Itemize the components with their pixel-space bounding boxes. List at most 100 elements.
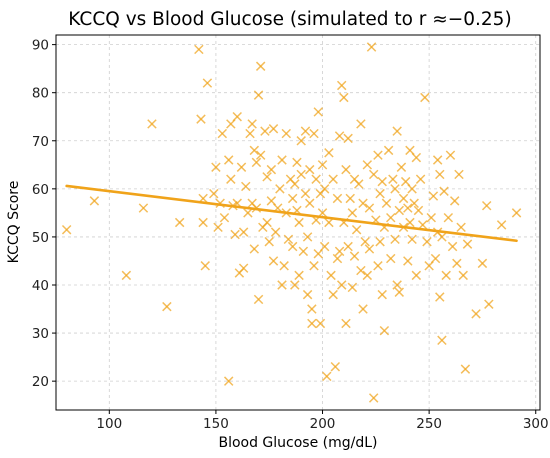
data-point [484, 299, 494, 309]
data-point [435, 169, 445, 180]
data-point [381, 198, 392, 208]
data-point [392, 126, 402, 136]
y-tick-label: 40 [32, 278, 49, 294]
x-tick-label: 200 [310, 416, 336, 432]
data-point [268, 256, 279, 266]
data-point [277, 155, 287, 165]
data-point [61, 224, 72, 235]
data-point [255, 61, 266, 71]
data-point [253, 90, 264, 100]
data-point [415, 174, 426, 184]
data-point [281, 128, 292, 139]
data-point [377, 289, 387, 300]
data-point [362, 270, 373, 281]
data-point [319, 184, 330, 194]
data-point [260, 126, 270, 136]
data-point [373, 261, 383, 271]
data-point [251, 203, 262, 213]
data-points [61, 42, 522, 403]
data-point [217, 128, 228, 139]
data-point [238, 227, 249, 237]
data-point [307, 318, 317, 329]
data-point [437, 232, 447, 242]
data-point [236, 162, 247, 172]
data-point [443, 212, 454, 223]
trend-line-layer [65, 184, 518, 243]
data-point [281, 208, 292, 218]
x-axis-label: Blood Glucose (mg/dL) [218, 435, 377, 451]
plot-area-frame [55, 34, 541, 411]
data-point [341, 318, 351, 329]
data-point [432, 155, 443, 165]
data-point [298, 246, 309, 257]
y-tick-label: 20 [32, 374, 49, 390]
data-point [328, 174, 338, 184]
data-point [300, 126, 311, 136]
y-tick-label: 90 [32, 38, 49, 54]
data-point [326, 270, 336, 281]
data-point [460, 364, 471, 374]
x-tick-label: 300 [523, 416, 549, 432]
data-point [294, 270, 304, 281]
data-point [379, 325, 390, 336]
data-point [232, 198, 242, 208]
data-point [247, 119, 257, 129]
data-point [328, 289, 338, 300]
data-point [290, 179, 300, 189]
data-point [300, 188, 311, 199]
data-point [121, 270, 132, 281]
data-point [428, 191, 439, 201]
data-point [292, 205, 302, 216]
data-point [336, 280, 347, 290]
data-point [456, 222, 466, 233]
data-point [279, 261, 289, 271]
data-point [379, 222, 390, 233]
chart-title: KCCQ vs Blood Glucose (simulated to r ≈−… [68, 9, 511, 30]
data-point [304, 164, 315, 175]
data-point [347, 208, 358, 218]
data-point [368, 393, 379, 403]
data-point [441, 270, 451, 281]
data-point [383, 145, 394, 156]
data-point [477, 258, 488, 269]
data-point [377, 176, 387, 187]
data-point [294, 217, 304, 228]
data-point [462, 239, 473, 249]
data-point [241, 181, 251, 192]
data-point [270, 227, 281, 237]
data-point [309, 128, 319, 139]
data-point [390, 234, 400, 245]
data-point [360, 237, 370, 247]
data-point [287, 241, 298, 252]
data-point [437, 335, 447, 346]
data-point [334, 246, 345, 257]
y-tick-label: 80 [32, 86, 49, 102]
data-point [249, 145, 260, 156]
x-tick-label: 250 [416, 416, 442, 432]
data-point [332, 193, 343, 204]
data-point [418, 220, 428, 230]
y-tick-label: 30 [32, 326, 49, 342]
data-point [262, 172, 272, 182]
data-point [202, 78, 213, 88]
data-point [356, 119, 366, 129]
data-point [371, 215, 381, 225]
data-point [324, 148, 334, 158]
data-point [302, 232, 313, 242]
data-point [339, 92, 349, 103]
data-point [388, 174, 398, 184]
data-point [358, 198, 368, 208]
data-point [322, 371, 332, 382]
data-point [511, 208, 522, 218]
data-point [386, 212, 396, 223]
data-point [324, 217, 334, 228]
data-point [194, 44, 204, 55]
data-point [309, 261, 319, 271]
data-point [251, 157, 262, 168]
data-point [209, 188, 219, 199]
data-point [362, 160, 373, 170]
data-point [426, 212, 436, 223]
data-point [213, 222, 223, 233]
data-point [302, 289, 313, 300]
data-point [89, 196, 100, 206]
